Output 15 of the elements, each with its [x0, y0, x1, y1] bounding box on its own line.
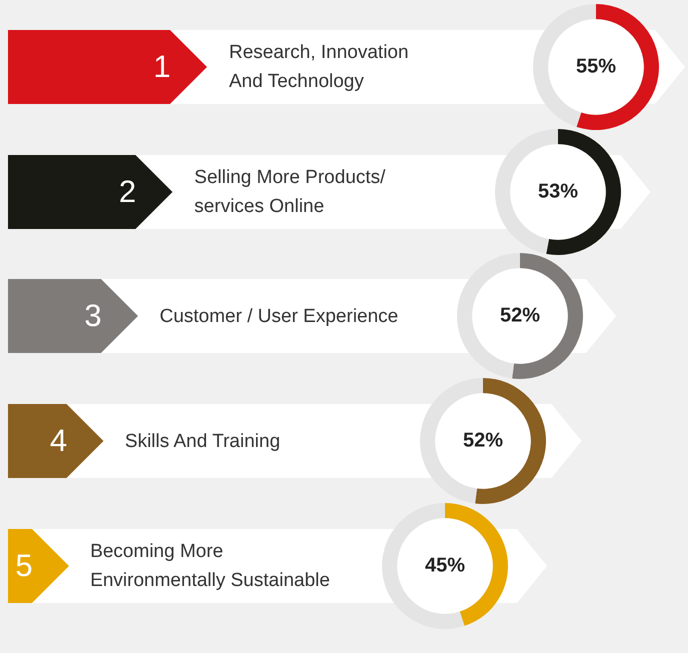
- text: Selling More Products/ services Online: [194, 166, 386, 219]
- text: Research, Innovation And Technology: [229, 41, 409, 94]
- data-label: 52%: [462, 430, 503, 452]
- data-label: 52%: [500, 304, 541, 327]
- text: 1: [152, 48, 172, 86]
- text: 2: [118, 172, 138, 211]
- data-label: 55%: [576, 56, 616, 78]
- text: 4: [48, 422, 68, 460]
- text: Customer / User Experience: [160, 304, 398, 329]
- text: 3: [83, 297, 103, 336]
- data-label: 45%: [424, 554, 466, 576]
- text: Skills And Training: [124, 430, 280, 454]
- text: Becoming More Environmentally Sustainable: [90, 540, 330, 593]
- data-label: 53%: [538, 180, 578, 202]
- text: 5: [14, 546, 34, 585]
